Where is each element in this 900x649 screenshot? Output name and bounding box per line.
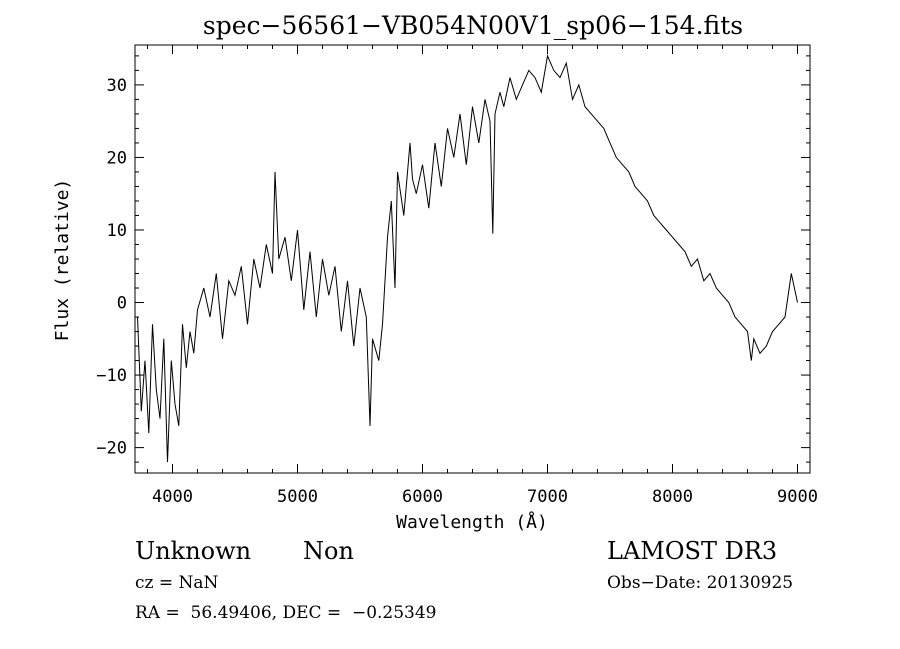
object-subclass-label: Non	[303, 537, 354, 565]
x-tick-label: 4000	[152, 487, 193, 507]
y-tick-label: 0	[117, 294, 127, 314]
y-tick-label: 20	[107, 148, 127, 168]
y-tick-label: −10	[96, 366, 127, 386]
y-tick-label: −20	[96, 439, 127, 459]
coordinates-label: RA = 56.49406, DEC = −0.25349	[135, 603, 437, 623]
x-tick-label: 7000	[527, 487, 568, 507]
plot-area	[137, 54, 798, 463]
chart-title: spec−56561−VB054N00V1_sp06−154.fits	[203, 11, 743, 40]
spectrum-line-0	[137, 54, 798, 463]
redshift-label: cz = NaN	[135, 573, 219, 593]
y-axis: −20 −10 0 10 20 30	[96, 55, 810, 463]
x-axis-label: Wavelength (Å)	[396, 511, 548, 533]
x-tick-label: 8000	[652, 487, 693, 507]
x-axis: 4000 5000 6000 7000 8000 9000	[147, 45, 818, 507]
survey-label: LAMOST DR3	[607, 537, 778, 565]
x-tick-label: 9000	[777, 487, 818, 507]
object-class-label: Unknown	[135, 537, 252, 565]
y-axis-label: Flux (relative)	[52, 179, 73, 342]
y-tick-label: 10	[107, 221, 127, 241]
x-tick-label: 5000	[277, 487, 318, 507]
y-tick-label: 30	[107, 76, 127, 96]
obs-date-label: Obs−Date: 20130925	[607, 573, 794, 593]
x-tick-label: 6000	[402, 487, 443, 507]
